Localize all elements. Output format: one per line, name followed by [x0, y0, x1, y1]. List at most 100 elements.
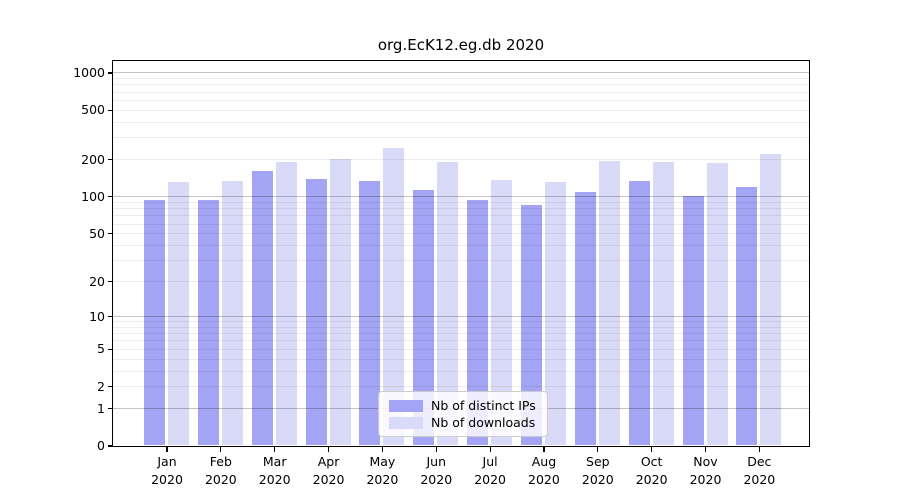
bar-nb-of-distinct-ips-oct: [628, 180, 650, 446]
gridline-minor-70: [113, 215, 809, 217]
x-tick-mark-jan: [166, 447, 168, 452]
chart-title: org.EcK12.eg.db 2020: [377, 36, 545, 54]
bar-nb-of-downloads-dec: [760, 154, 782, 446]
x-tick-mark-may: [381, 447, 383, 452]
x-tick-mark-aug: [543, 447, 545, 452]
legend-swatch-nb-of-distinct-ips: [389, 400, 423, 412]
y-tick-mark-0: [107, 445, 113, 447]
bar-nb-of-downloads-feb: [221, 181, 243, 446]
y-tick-label-1000: 1000: [73, 64, 105, 80]
y-tick-label-500: 500: [81, 102, 105, 118]
x-tick-mark-sep: [597, 447, 599, 452]
gridline-minor-20: [113, 281, 809, 283]
bar-nb-of-downloads-sep: [598, 161, 620, 446]
gridline-major-100: [113, 196, 809, 198]
x-tick-label-dec: Dec 2020: [743, 454, 776, 487]
x-tick-label-jul: Jul 2020: [474, 454, 506, 487]
gridline-minor-700: [113, 91, 809, 93]
x-tick-label-aug: Aug 2020: [528, 454, 560, 487]
gridline-minor-40: [113, 244, 809, 246]
gridline-minor-50: [113, 233, 809, 235]
bar-nb-of-distinct-ips-sep: [574, 191, 596, 446]
y-tick-mark-10: [107, 315, 113, 318]
gridline-minor-7: [113, 333, 809, 335]
gridline-minor-800: [113, 84, 809, 86]
bar-nb-of-downloads-apr: [329, 158, 351, 446]
gridline-minor-8: [113, 326, 809, 328]
y-tick-mark-100: [107, 196, 113, 198]
y-tick-label-5: 5: [97, 341, 105, 357]
legend-label-nb-of-downloads: Nb of downloads: [431, 415, 536, 430]
x-tick-mark-feb: [220, 447, 222, 452]
y-tick-label-0: 0: [97, 438, 105, 453]
y-tick-label-100: 100: [81, 188, 105, 204]
x-tick-label-oct: Oct 2020: [635, 454, 668, 487]
gridline-minor-600: [113, 99, 809, 101]
gridline-major-1000: [113, 72, 809, 74]
x-tick-label-mar: Mar 2020: [258, 454, 291, 487]
gridline-minor-90: [113, 201, 809, 203]
legend: Nb of distinct IPs Nb of downloads: [378, 391, 548, 437]
x-tick-mark-jun: [435, 447, 437, 452]
x-tick-mark-dec: [758, 447, 760, 452]
y-tick-mark-20: [107, 280, 113, 283]
plot-area: [112, 60, 810, 447]
x-tick-mark-jul: [489, 447, 491, 452]
x-tick-label-sep: Sep 2020: [581, 454, 614, 487]
bar-nb-of-distinct-ips-mar: [251, 171, 273, 446]
bar-nb-of-distinct-ips-may: [359, 181, 381, 446]
x-tick-mark-mar: [274, 447, 276, 452]
bar-nb-of-distinct-ips-feb: [197, 200, 219, 446]
y-tick-label-20: 20: [89, 273, 105, 289]
y-tick-label-10: 10: [89, 308, 105, 324]
gridline-minor-400: [113, 121, 809, 123]
x-tick-mark-oct: [651, 447, 653, 452]
gridline-major-10: [113, 316, 809, 317]
gridline-minor-200: [113, 159, 809, 161]
bar-nb-of-distinct-ips-jun: [413, 189, 435, 446]
gridline-minor-5: [113, 348, 809, 350]
y-tick-mark-1000: [107, 72, 113, 74]
y-tick-label-1: 1: [97, 400, 105, 416]
gridline-minor-60: [113, 223, 809, 225]
bar-nb-of-distinct-ips-aug: [520, 204, 542, 446]
bar-nb-of-downloads-aug: [544, 181, 566, 446]
x-tick-label-apr: Apr 2020: [312, 454, 345, 487]
bar-nb-of-distinct-ips-nov: [682, 196, 704, 446]
y-tick-mark-1: [107, 407, 113, 410]
legend-row-nb-of-downloads: Nb of downloads: [389, 415, 539, 431]
gridline-minor-300: [113, 137, 809, 139]
gridline-minor-2: [113, 386, 809, 388]
gridline-minor-80: [113, 208, 809, 210]
gridline-minor-9: [113, 321, 809, 323]
bar-nb-of-downloads-jul: [491, 180, 513, 446]
bar-nb-of-downloads-jun: [437, 161, 459, 446]
legend-row-nb-of-distinct-ips: Nb of distinct IPs: [389, 398, 539, 414]
bar-nb-of-distinct-ips-jan: [144, 200, 165, 446]
y-tick-label-200: 200: [81, 151, 105, 167]
x-tick-label-feb: Feb 2020: [204, 454, 237, 487]
x-tick-mark-nov: [704, 447, 707, 452]
y-tick-mark-50: [107, 233, 113, 235]
gridline-minor-6: [113, 340, 809, 342]
bar-nb-of-downloads-mar: [275, 162, 297, 446]
y-tick-mark-200: [107, 159, 113, 161]
y-tick-label-50: 50: [89, 225, 105, 241]
legend-label-nb-of-distinct-ips: Nb of distinct IPs: [431, 398, 536, 413]
gridline-minor-3: [113, 370, 809, 372]
y-tick-label-2: 2: [97, 378, 105, 394]
x-tick-mark-apr: [327, 447, 330, 452]
gridline-minor-900: [113, 78, 809, 80]
bar-nb-of-downloads-jan: [168, 181, 189, 446]
y-tick-mark-2: [107, 386, 113, 388]
x-tick-label-nov: Nov 2020: [689, 454, 722, 487]
gridline-minor-500: [113, 109, 809, 111]
bar-nb-of-downloads-oct: [652, 161, 674, 446]
x-tick-label-may: May 2020: [366, 454, 399, 487]
y-tick-mark-5: [107, 348, 113, 350]
gridline-minor-4: [113, 358, 809, 360]
gridline-minor-30: [113, 260, 809, 262]
bars-layer: [113, 61, 809, 446]
legend-swatch-nb-of-downloads: [389, 417, 423, 429]
